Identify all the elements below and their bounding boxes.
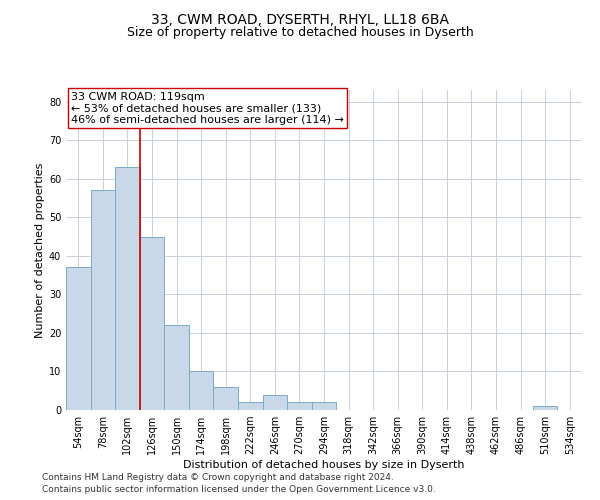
Bar [214, 387, 238, 410]
Bar [91, 190, 115, 410]
Text: Contains public sector information licensed under the Open Government Licence v3: Contains public sector information licen… [42, 485, 436, 494]
Bar [287, 402, 312, 410]
Bar [263, 394, 287, 410]
Text: Size of property relative to detached houses in Dyserth: Size of property relative to detached ho… [127, 26, 473, 39]
Bar [66, 268, 91, 410]
Bar [238, 402, 263, 410]
X-axis label: Distribution of detached houses by size in Dyserth: Distribution of detached houses by size … [183, 460, 465, 470]
Text: Contains HM Land Registry data © Crown copyright and database right 2024.: Contains HM Land Registry data © Crown c… [42, 474, 394, 482]
Bar [164, 325, 189, 410]
Text: 33, CWM ROAD, DYSERTH, RHYL, LL18 6BA: 33, CWM ROAD, DYSERTH, RHYL, LL18 6BA [151, 12, 449, 26]
Bar [533, 406, 557, 410]
Bar [189, 372, 214, 410]
Bar [115, 167, 140, 410]
Bar [312, 402, 336, 410]
Text: 33 CWM ROAD: 119sqm
← 53% of detached houses are smaller (133)
46% of semi-detac: 33 CWM ROAD: 119sqm ← 53% of detached ho… [71, 92, 344, 125]
Bar [140, 236, 164, 410]
Y-axis label: Number of detached properties: Number of detached properties [35, 162, 44, 338]
